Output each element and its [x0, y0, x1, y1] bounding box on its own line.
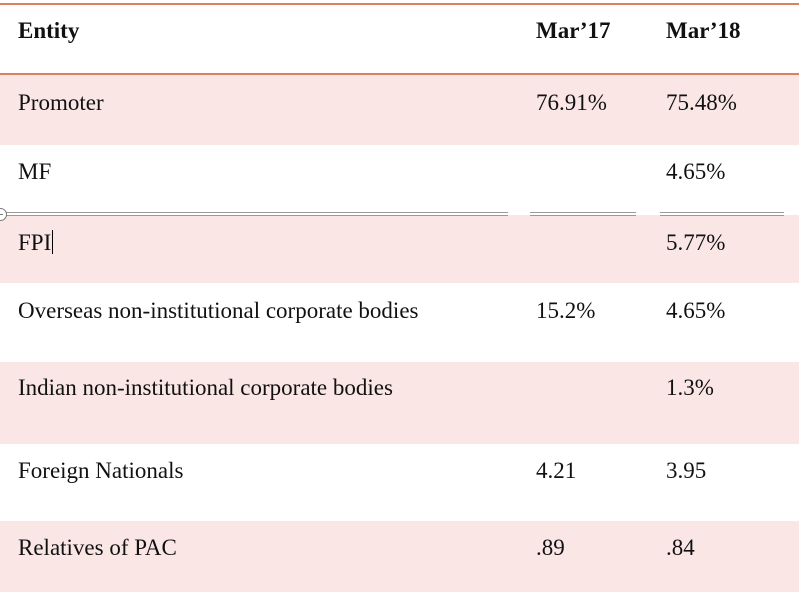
cell-entity[interactable]: MF — [18, 159, 52, 184]
cell-entity[interactable]: Overseas non-institutional corporate bod… — [18, 298, 419, 323]
cell-entity[interactable]: FPI — [18, 229, 54, 257]
cell-entity[interactable]: Promoter — [18, 90, 104, 115]
cell-entity[interactable]: Foreign Nationals — [18, 458, 184, 483]
cell-entity[interactable]: Indian non-institutional corporate bodie… — [18, 375, 393, 400]
header-mar18: Mar’18 — [666, 18, 741, 43]
cell-mar18[interactable]: .84 — [666, 535, 695, 560]
table-row: Indian non-institutional corporate bodie… — [0, 362, 799, 444]
cell-entity-text: FPI — [18, 230, 52, 255]
table-row: MF 4.65% — [0, 145, 799, 215]
row-resize-guide[interactable] — [0, 212, 508, 216]
row-resize-guide[interactable] — [530, 212, 636, 216]
table-row: Foreign Nationals 4.21 3.95 — [0, 444, 799, 521]
table-row: Relatives of PAC .89 .84 — [0, 521, 799, 592]
cell-mar18[interactable]: 75.48% — [666, 90, 737, 115]
text-cursor — [52, 230, 54, 254]
cell-mar18[interactable]: 4.65% — [666, 298, 726, 323]
header-mar17: Mar’17 — [536, 18, 611, 43]
header-entity: Entity — [18, 18, 80, 43]
cell-mar17[interactable]: 15.2% — [536, 298, 596, 323]
table-header-row: Entity Mar’17 Mar’18 — [0, 5, 799, 73]
table-row: Promoter 76.91% 75.48% — [0, 75, 799, 145]
table-row: Overseas non-institutional corporate bod… — [0, 283, 799, 362]
cell-mar17[interactable]: .89 — [536, 535, 565, 560]
table-top-rule — [0, 3, 799, 5]
cell-mar18[interactable]: 1.3% — [666, 375, 714, 400]
table-header-rule — [0, 73, 799, 75]
cell-mar18[interactable]: 4.65% — [666, 159, 726, 184]
cell-mar17[interactable]: 76.91% — [536, 90, 607, 115]
table-row: FPI 5.77% — [0, 215, 799, 283]
cell-mar18[interactable]: 5.77% — [666, 230, 726, 255]
cell-mar17[interactable]: 4.21 — [536, 458, 577, 483]
row-resize-guide[interactable] — [660, 212, 784, 216]
cell-entity[interactable]: Relatives of PAC — [18, 535, 177, 560]
cell-mar18[interactable]: 3.95 — [666, 458, 707, 483]
